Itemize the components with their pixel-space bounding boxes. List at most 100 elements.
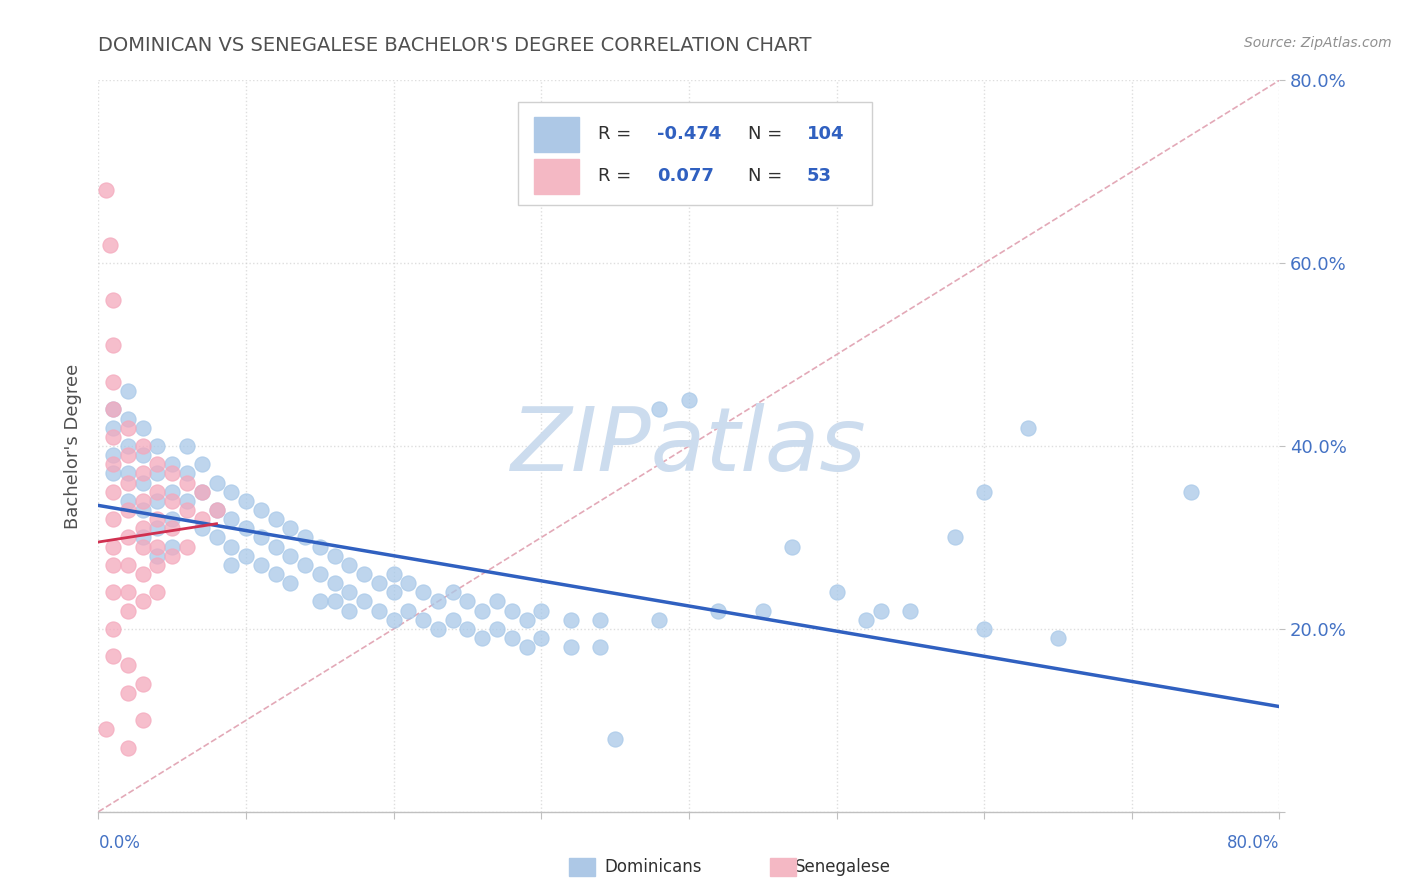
Point: [117, 585, 139, 599]
Point: [855, 613, 877, 627]
Point: [176, 503, 198, 517]
Point: [146, 467, 169, 481]
Point: [162, 540, 183, 554]
Point: [309, 594, 332, 608]
Point: [103, 293, 125, 307]
Point: [117, 421, 139, 435]
Point: [309, 567, 332, 582]
Text: -0.474: -0.474: [657, 126, 721, 144]
Y-axis label: Bachelor's Degree: Bachelor's Degree: [65, 363, 83, 529]
Text: N =: N =: [748, 167, 787, 186]
Point: [205, 475, 228, 490]
Point: [382, 567, 405, 582]
Point: [323, 594, 346, 608]
Point: [471, 603, 494, 617]
Point: [219, 540, 242, 554]
Point: [219, 512, 242, 526]
Point: [132, 676, 155, 690]
Point: [162, 467, 183, 481]
Point: [162, 512, 183, 526]
Point: [486, 622, 509, 636]
Point: [825, 585, 848, 599]
Point: [396, 603, 419, 617]
Point: [132, 475, 155, 490]
Text: 80.0%: 80.0%: [1227, 834, 1279, 852]
Point: [132, 714, 155, 728]
Point: [103, 338, 125, 352]
Point: [103, 512, 125, 526]
Point: [117, 740, 139, 755]
Point: [294, 558, 316, 572]
Point: [162, 493, 183, 508]
Point: [176, 439, 198, 453]
Point: [605, 731, 627, 746]
Point: [132, 567, 155, 582]
Point: [323, 549, 346, 563]
Point: [456, 594, 478, 608]
Point: [103, 402, 125, 417]
Point: [103, 649, 125, 664]
Point: [162, 484, 183, 499]
Point: [560, 640, 582, 655]
Point: [132, 503, 155, 517]
Point: [501, 631, 523, 645]
Point: [146, 540, 169, 554]
FancyBboxPatch shape: [534, 117, 579, 152]
Point: [132, 439, 155, 453]
Point: [943, 530, 966, 544]
Point: [117, 384, 139, 399]
Text: 0.077: 0.077: [657, 167, 714, 186]
Point: [412, 613, 434, 627]
Point: [132, 594, 155, 608]
Point: [191, 521, 214, 535]
Point: [132, 421, 155, 435]
Point: [471, 631, 494, 645]
Point: [103, 467, 125, 481]
Point: [294, 530, 316, 544]
Text: ZIPatlas: ZIPatlas: [512, 403, 866, 489]
Point: [235, 549, 257, 563]
Point: [103, 402, 125, 417]
FancyBboxPatch shape: [534, 159, 579, 194]
Point: [117, 558, 139, 572]
Point: [219, 558, 242, 572]
Point: [250, 530, 273, 544]
Point: [103, 421, 125, 435]
Point: [353, 567, 375, 582]
Point: [117, 448, 139, 462]
Point: [382, 613, 405, 627]
Point: [94, 183, 117, 197]
Point: [707, 603, 730, 617]
Point: [103, 558, 125, 572]
Point: [515, 640, 537, 655]
Point: [973, 484, 995, 499]
Point: [589, 613, 612, 627]
Point: [162, 549, 183, 563]
Point: [117, 467, 139, 481]
Point: [103, 430, 125, 444]
Text: 104: 104: [807, 126, 845, 144]
Point: [278, 521, 302, 535]
Point: [396, 576, 419, 591]
Text: 53: 53: [807, 167, 832, 186]
Point: [412, 585, 434, 599]
Point: [264, 540, 287, 554]
Point: [456, 622, 478, 636]
Point: [648, 402, 671, 417]
Point: [162, 458, 183, 472]
Point: [205, 503, 228, 517]
Point: [146, 558, 169, 572]
FancyBboxPatch shape: [517, 103, 872, 204]
Point: [117, 530, 139, 544]
Point: [146, 493, 169, 508]
Point: [205, 530, 228, 544]
Point: [146, 484, 169, 499]
Point: [678, 393, 700, 408]
Text: R =: R =: [598, 126, 637, 144]
Point: [103, 448, 125, 462]
Point: [117, 493, 139, 508]
Point: [1017, 421, 1039, 435]
Point: [782, 540, 804, 554]
Point: [219, 484, 242, 499]
Point: [235, 493, 257, 508]
